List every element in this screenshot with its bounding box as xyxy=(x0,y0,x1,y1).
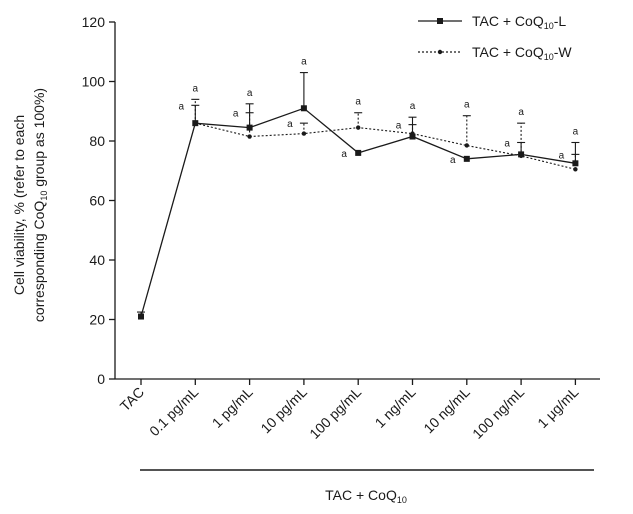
legend-marker-l xyxy=(437,18,443,24)
x-tick-label-3: 10 pg/mL xyxy=(257,384,310,437)
sig-letter-top-6: a xyxy=(464,100,470,111)
sig-letter-side-4: a xyxy=(341,149,347,160)
marker-s1-2 xyxy=(247,134,252,139)
x-tick-label-6: 10 ng/mL xyxy=(420,384,473,437)
x-tick-label-8: 1 μg/mL xyxy=(534,384,581,431)
x-group-label: TAC + CoQ10 xyxy=(325,487,407,505)
marker-s1-7 xyxy=(518,153,524,159)
sig-letter-side-3: a xyxy=(287,119,293,130)
sig-letter-side-8: a xyxy=(559,150,565,161)
marker-s0-0 xyxy=(138,313,144,320)
lines-layer xyxy=(140,107,576,317)
y-tick-label-20: 20 xyxy=(89,312,105,328)
y-tick-label-60: 60 xyxy=(89,193,105,209)
x-tick-label-2: 1 pg/mL xyxy=(209,384,256,431)
marker-s0-6 xyxy=(463,155,470,162)
marker-s0-4 xyxy=(355,149,362,156)
sig-letter-top-3: a xyxy=(301,57,307,68)
sig-letter-side-2: a xyxy=(233,109,239,120)
legend-label-l: TAC + CoQ10-L xyxy=(472,13,566,31)
x-tick-label-4: 100 pg/mL xyxy=(306,384,364,442)
series-line-0 xyxy=(140,107,576,317)
legend: TAC + CoQ10-L TAC + CoQ10-W xyxy=(418,13,572,62)
x-tick-label-5: 1 ng/mL xyxy=(372,384,419,431)
sig-letter-side-1: a xyxy=(179,101,185,112)
sig-letter-side-7: a xyxy=(504,138,510,149)
sig-letter-side-6: a xyxy=(450,155,456,166)
marker-s1-4 xyxy=(356,125,361,130)
markers-layer xyxy=(138,105,579,320)
sig-letter-side-5: a xyxy=(396,121,402,132)
marker-s1-1 xyxy=(193,120,198,126)
y-axis-title-line1: Cell viability, % (refer to each xyxy=(11,115,27,295)
y-axis-title-line2: corresponding CoQ10 group as 100%) xyxy=(31,88,49,322)
marker-s0-8 xyxy=(572,160,579,167)
legend-label-w: TAC + CoQ10-W xyxy=(472,44,572,62)
sig-letter-top-8: a xyxy=(573,126,579,137)
x-tick-label-0: TAC xyxy=(117,384,147,414)
marker-s1-3 xyxy=(301,131,307,136)
y-tick-label-40: 40 xyxy=(89,252,105,268)
marker-s1-8 xyxy=(573,167,578,172)
sig-letter-top-7: a xyxy=(518,107,524,118)
sig-letter-top-2: a xyxy=(247,88,253,99)
legend-item-w: TAC + CoQ10-W xyxy=(418,44,572,62)
y-tick-label-80: 80 xyxy=(89,133,105,149)
y-tick-label-100: 100 xyxy=(82,74,106,90)
error-bars-layer xyxy=(137,72,580,317)
marker-s1-6 xyxy=(464,143,469,148)
series-line-1 xyxy=(195,122,576,170)
x-tick-label-1: 0.1 pg/mL xyxy=(146,384,201,439)
x-tick-label-7: 100 ng/mL xyxy=(469,384,527,442)
y-tick-label-120: 120 xyxy=(82,14,106,30)
legend-marker-w xyxy=(437,49,443,55)
legend-item-l: TAC + CoQ10-L xyxy=(418,13,566,31)
marker-s0-2 xyxy=(246,124,253,131)
sig-letter-top-4: a xyxy=(355,97,361,108)
marker-s1-5 xyxy=(410,131,415,136)
marker-s0-3 xyxy=(300,105,307,112)
sig-letter-top-1: a xyxy=(193,83,199,94)
marker-s0-5 xyxy=(409,133,416,140)
sig-letter-top-5: a xyxy=(410,101,416,112)
y-tick-label-0: 0 xyxy=(97,371,105,387)
